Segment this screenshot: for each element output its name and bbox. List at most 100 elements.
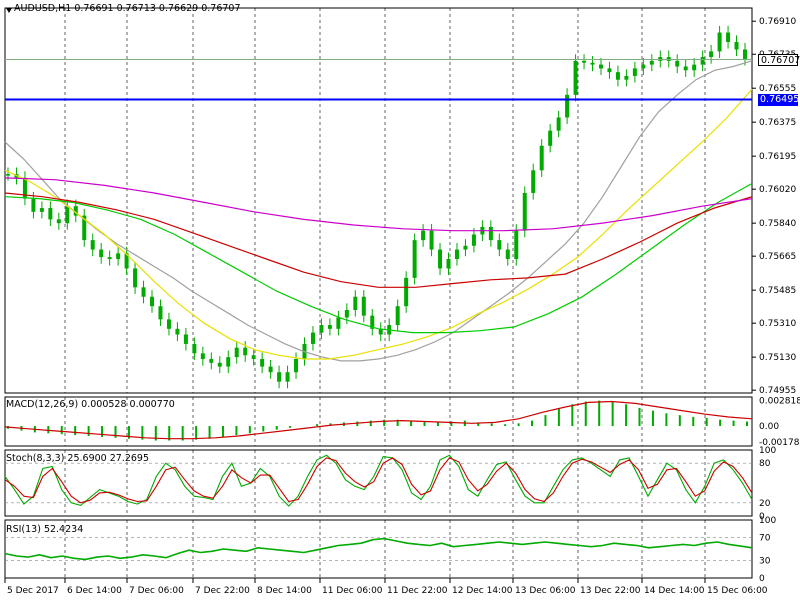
candle-body <box>48 208 53 220</box>
symbol-marker-icon <box>6 8 12 13</box>
stoch-y-tick-label: 80 <box>759 459 771 469</box>
candle-body <box>90 240 95 250</box>
candle-body <box>243 347 248 356</box>
candle-body <box>31 198 36 212</box>
candle-body <box>446 259 451 269</box>
y-tick-label: 0.76910 <box>759 17 796 27</box>
candle-body <box>310 332 315 344</box>
stoch-y-tick-label: 20 <box>759 499 771 509</box>
candle-body <box>514 230 519 260</box>
symbol-label: AUDUSD,H1 0.76691 0.76713 0.76629 0.7670… <box>14 3 241 14</box>
x-tick-label: 7 Dec 06:00 <box>129 586 184 596</box>
macd-label: MACD(12,26,9) 0.000528 0.000770 <box>6 399 175 410</box>
candle-body <box>590 62 595 65</box>
candle-body <box>175 328 180 335</box>
candle-body <box>598 64 603 69</box>
symbol-text: AUDUSD,H1 <box>14 3 72 14</box>
rsi-label: RSI(13) 52.4234 <box>6 524 84 535</box>
candle-body <box>505 249 510 260</box>
candle-body <box>531 170 536 193</box>
ohlc-values: 0.76691 0.76713 0.76629 0.76707 <box>74 3 241 14</box>
candle-body <box>141 287 146 297</box>
candle-body <box>463 245 468 250</box>
candle-body <box>251 355 256 360</box>
current-price-tag: 0.76707 <box>758 53 800 66</box>
y-tick-label: 0.75840 <box>759 219 796 229</box>
candle-body <box>395 306 400 326</box>
candle-body <box>726 32 731 42</box>
moving-average-line <box>4 192 753 288</box>
candle-body <box>82 215 87 241</box>
candle-body <box>421 230 426 241</box>
panel-frame-0 <box>4 7 753 394</box>
candle-body <box>99 249 104 258</box>
candle-body <box>573 60 578 95</box>
candle-body <box>522 192 527 231</box>
x-tick-label: 6 Dec 14:00 <box>67 586 122 596</box>
y-tick-label: 0.76555 <box>759 84 796 94</box>
candle-body <box>192 343 197 354</box>
candle-body <box>404 277 409 307</box>
candle-body <box>158 306 163 320</box>
candle-body <box>548 130 553 146</box>
x-tick-label: 7 Dec 22:00 <box>195 586 250 596</box>
x-tick-label: 11 Dec 22:00 <box>387 586 448 596</box>
candle-body <box>353 296 358 310</box>
moving-average-line <box>4 177 753 232</box>
candle-body <box>344 309 349 318</box>
stoch-y-tick-label: 0 <box>759 512 765 522</box>
candle-body <box>183 334 188 344</box>
candle-body <box>700 57 705 65</box>
candle-body <box>150 296 155 307</box>
candle-body <box>124 253 129 269</box>
candle-body <box>692 64 697 71</box>
macd-signal-line <box>4 400 753 440</box>
rsi-y-tick-label: 100 <box>759 516 776 526</box>
stoch-label: Stoch(8,3,3) 25.6900 27.2695 <box>6 453 150 464</box>
candle-body <box>285 372 290 382</box>
candle-body <box>743 49 747 59</box>
candle-body <box>166 319 171 329</box>
y-tick-label: 0.76375 <box>759 118 796 128</box>
candle-body <box>73 206 78 216</box>
candle-body <box>370 315 375 329</box>
candle-body <box>632 68 637 76</box>
moving-average-line <box>4 182 753 334</box>
y-tick-label: 0.75310 <box>759 319 796 329</box>
stoch-line <box>4 457 753 504</box>
y-tick-label: 0.74955 <box>759 386 796 396</box>
candle-body <box>565 94 570 118</box>
candle-body <box>615 72 620 80</box>
candle-body <box>336 317 341 329</box>
candle-body <box>709 51 714 58</box>
candle-body <box>556 117 561 131</box>
candle-body <box>294 359 299 373</box>
x-tick-label: 11 Dec 06:00 <box>322 586 383 596</box>
candle-body <box>6 174 10 176</box>
candle-body <box>209 359 214 363</box>
candle-body <box>260 359 265 367</box>
candle-body <box>649 60 654 65</box>
candle-body <box>378 328 383 335</box>
rsi-y-tick-label: 30 <box>759 557 771 567</box>
candle-body <box>234 347 239 358</box>
candle-body <box>624 75 629 80</box>
macd-y-tick-label: -0.00178 <box>759 438 800 448</box>
rsi-y-tick-label: 0 <box>759 574 765 584</box>
candle-body <box>226 357 231 367</box>
candle-body <box>471 234 476 246</box>
horizontal-line-price-tag: 0.76495 <box>758 93 800 106</box>
candle-body <box>734 41 739 50</box>
panel-frame-3 <box>4 519 753 579</box>
candle-body <box>39 208 44 212</box>
macd-y-tick-label: 0.00 <box>759 422 779 432</box>
stoch-line <box>4 454 753 507</box>
x-tick-label: 8 Dec 14:00 <box>257 586 312 596</box>
candle-body <box>454 249 459 260</box>
moving-average-line <box>4 88 753 360</box>
candle-body <box>497 240 502 250</box>
candle-body <box>412 240 417 278</box>
x-tick-label: 13 Dec 22:00 <box>580 586 641 596</box>
candle-body <box>22 177 27 199</box>
